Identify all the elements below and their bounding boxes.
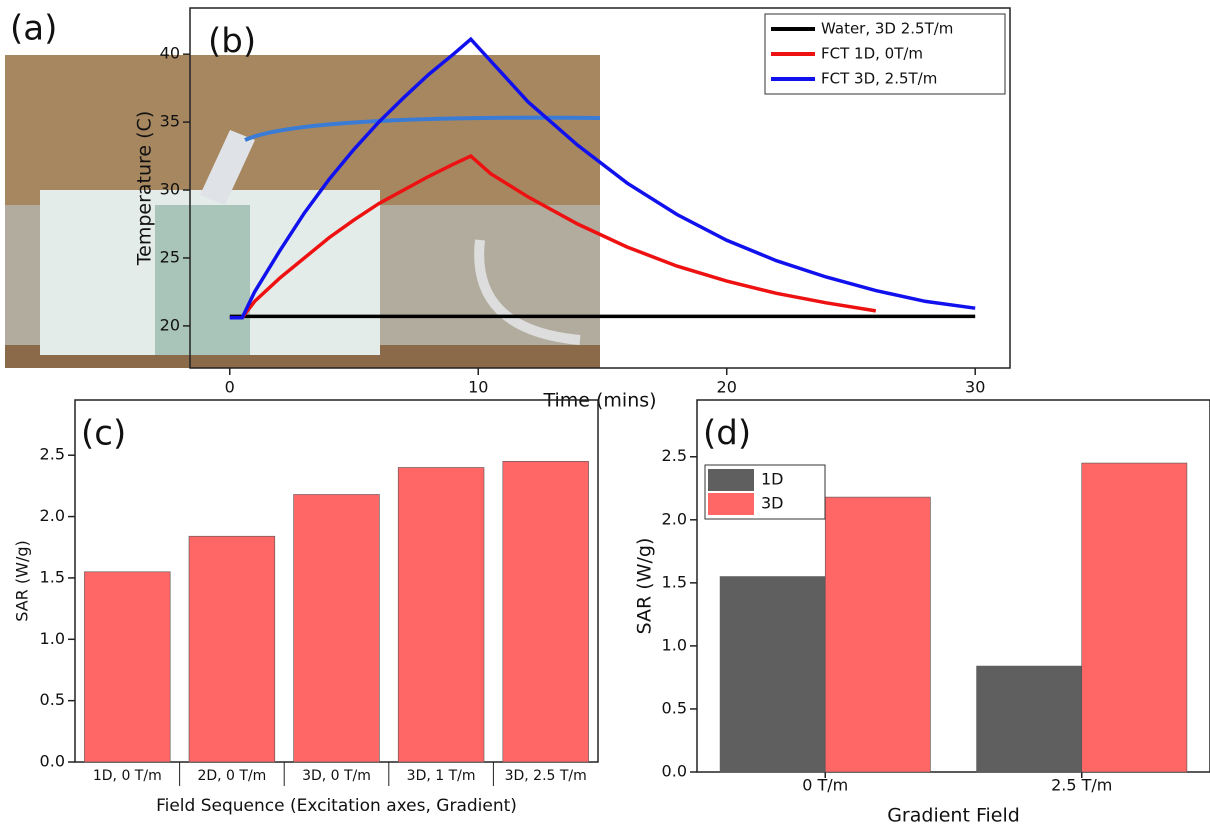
x-tick-label: 1D, 0 T/m	[93, 768, 162, 784]
y-tick-label: 2.5	[662, 446, 687, 465]
x-tick-label: 0 T/m	[802, 776, 848, 795]
photo-bend	[474, 239, 581, 345]
panel-label: (a)	[10, 9, 57, 49]
photo	[5, 55, 601, 368]
bar	[824, 496, 931, 773]
photo-wall	[5, 55, 600, 205]
legend-swatch	[708, 493, 754, 515]
bar	[188, 535, 276, 763]
x-tick-label: 3D, 2.5 T/m	[505, 768, 587, 784]
panel-label: (b)	[208, 22, 256, 62]
y-tick-label: 40	[160, 44, 180, 63]
y-tick-label: 35	[160, 112, 180, 131]
y-tick-label: 1.5	[40, 567, 65, 586]
y-tick-label: 2.0	[662, 509, 687, 528]
y-tick-label: 2.0	[40, 506, 65, 525]
y-tick-label: 1.0	[662, 635, 687, 654]
x-tick-label: 10	[468, 378, 488, 397]
x-tick-label: 0	[225, 378, 235, 397]
panel-label: (c)	[81, 414, 126, 454]
y-axis-label: SAR (W/g)	[13, 540, 32, 621]
x-axis-label: Gradient Field	[887, 805, 1020, 827]
x-tick-label: 2.5 T/m	[1051, 776, 1112, 795]
bar	[719, 576, 826, 773]
y-tick-label: 20	[160, 315, 180, 334]
x-tick-label: 3D, 1 T/m	[407, 768, 476, 784]
x-tick-label: 20	[717, 378, 737, 397]
legend-label: Water, 3D 2.5T/m	[821, 20, 953, 38]
photo-vial	[200, 130, 255, 205]
y-tick-label: 30	[160, 180, 180, 199]
bar	[1081, 462, 1188, 773]
x-tick-label: 3D, 0 T/m	[302, 768, 371, 784]
legend-label: FCT 1D, 0T/m	[821, 45, 923, 63]
legend-label: 1D	[761, 470, 784, 489]
bar	[84, 571, 171, 763]
x-axis-label: Time (mins)	[542, 390, 656, 412]
panel-label: (d)	[703, 414, 751, 454]
x-tick-label: 2D, 0 T/m	[197, 768, 266, 784]
data-line	[229, 154, 877, 320]
y-tick-label: 2.5	[40, 445, 65, 464]
plot-frame	[696, 399, 1210, 773]
y-tick-label: 1.0	[40, 629, 65, 648]
photo-wire	[244, 115, 601, 142]
photo-block	[155, 205, 250, 355]
y-axis-label: SAR (W/g)	[634, 538, 656, 635]
bar	[976, 665, 1083, 773]
x-tick-label: 30	[965, 378, 985, 397]
legend-swatch	[708, 469, 754, 491]
y-axis-label: Temperature (C)	[134, 111, 156, 267]
data-line	[229, 36, 976, 320]
y-tick-label: 0.0	[662, 762, 687, 781]
bar	[502, 461, 589, 763]
y-tick-label: 25	[160, 247, 180, 266]
bar	[397, 467, 485, 763]
y-tick-label: 0.0	[40, 752, 65, 771]
x-axis-label: Field Sequence (Excitation axes, Gradien…	[156, 796, 517, 816]
plot-frame	[189, 7, 1011, 369]
y-tick-label: 1.5	[662, 572, 687, 591]
legend-label: 3D	[761, 494, 784, 513]
y-tick-label: 0.5	[662, 698, 687, 717]
legend-label: FCT 3D, 2.5T/m	[821, 70, 937, 88]
bar	[293, 494, 380, 763]
y-tick-label: 0.5	[40, 690, 65, 709]
